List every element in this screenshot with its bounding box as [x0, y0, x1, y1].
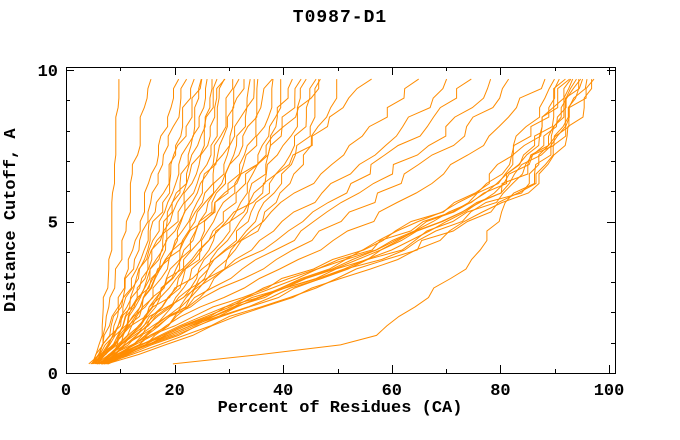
series-line	[103, 79, 274, 365]
series-line	[97, 79, 208, 365]
series-lines	[88, 78, 595, 365]
series-line	[98, 79, 282, 365]
series-line	[92, 78, 152, 365]
series-line	[172, 78, 584, 365]
series-line	[88, 79, 320, 365]
series-line	[92, 78, 240, 365]
series-line	[91, 78, 372, 365]
x-tick-label: 80	[490, 382, 510, 401]
series-line	[102, 78, 566, 365]
series-line	[98, 78, 560, 365]
series-line	[97, 78, 225, 365]
series-line	[91, 79, 120, 365]
y-tick-label: 0	[48, 366, 58, 385]
series-line	[96, 78, 448, 365]
series-line	[95, 78, 218, 365]
series-line	[107, 78, 321, 365]
series-line	[102, 78, 546, 365]
series-line	[100, 78, 273, 365]
x-tick-label: 40	[273, 382, 293, 401]
y-tick-label: 5	[48, 215, 58, 234]
series-line	[97, 78, 555, 365]
series-line	[95, 79, 203, 365]
series-line	[101, 79, 234, 365]
axis-frame	[66, 67, 616, 374]
x-tick-label: 60	[382, 382, 402, 401]
series-line	[92, 78, 188, 365]
tick-labels: 0 20 40 60 80 100 0 5 10	[38, 63, 625, 401]
series-line	[99, 78, 492, 365]
x-tick-label: 20	[164, 382, 184, 401]
series-line	[101, 78, 510, 365]
x-axis-label: Percent of Residues (CA)	[217, 399, 463, 418]
series-line	[91, 78, 180, 365]
chart-title: T0987-D1	[292, 8, 388, 28]
series-line	[107, 79, 588, 365]
series-line	[101, 78, 582, 365]
series-line	[98, 79, 245, 365]
series-line	[106, 79, 580, 365]
y-tick-label: 10	[38, 63, 58, 82]
series-line	[94, 78, 195, 365]
series-line	[97, 78, 202, 365]
series-line	[93, 78, 226, 365]
series-line	[98, 78, 472, 365]
series-line	[95, 79, 213, 365]
series-line	[108, 78, 302, 365]
x-tick-label: 0	[61, 382, 71, 401]
series-line	[106, 79, 593, 365]
series-line	[90, 78, 419, 365]
x-tick-label: 100	[594, 382, 625, 401]
